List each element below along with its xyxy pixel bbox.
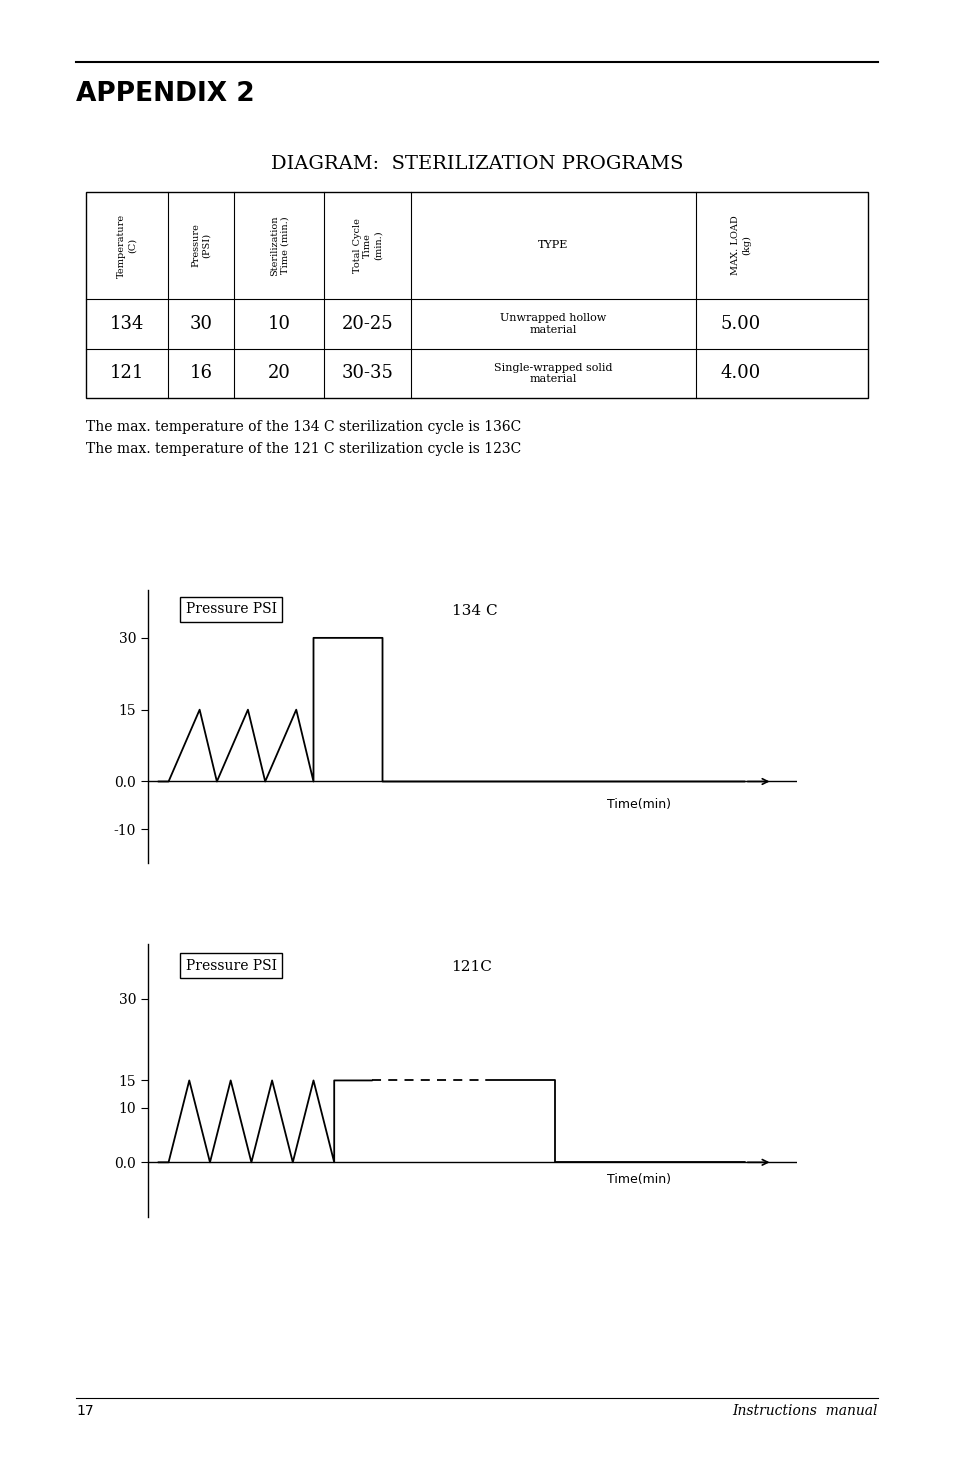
Text: 20-25: 20-25 [341, 314, 393, 333]
Text: Instructions  manual: Instructions manual [731, 1404, 877, 1417]
Text: Temperature
(C): Temperature (C) [117, 214, 136, 277]
Text: 121: 121 [110, 364, 144, 382]
Text: MAX. LOAD
(kg): MAX. LOAD (kg) [731, 215, 750, 276]
Text: Pressure
(PSI): Pressure (PSI) [192, 224, 211, 267]
Text: 30-35: 30-35 [341, 364, 393, 382]
Text: 121C: 121C [451, 960, 492, 975]
Text: 10: 10 [268, 314, 291, 333]
Text: 4.00: 4.00 [720, 364, 760, 382]
Text: Time(min): Time(min) [606, 798, 670, 811]
Text: Total Cycle
Time
(min.): Total Cycle Time (min.) [353, 218, 382, 273]
Text: Time(min): Time(min) [606, 1173, 670, 1186]
Text: TYPE: TYPE [537, 240, 568, 251]
Text: APPENDIX 2: APPENDIX 2 [76, 81, 254, 108]
Text: 16: 16 [190, 364, 213, 382]
Text: DIAGRAM:  STERILIZATION PROGRAMS: DIAGRAM: STERILIZATION PROGRAMS [271, 155, 682, 173]
Text: 5.00: 5.00 [720, 314, 760, 333]
Text: 17: 17 [76, 1404, 93, 1417]
Text: Single-wrapped solid
material: Single-wrapped solid material [494, 363, 612, 385]
Text: The max. temperature of the 134 C sterilization cycle is 136C
The max. temperatu: The max. temperature of the 134 C steril… [86, 420, 520, 456]
Text: Pressure PSI: Pressure PSI [186, 602, 276, 617]
Text: Unwrapped hollow
material: Unwrapped hollow material [499, 313, 606, 335]
Text: 134 C: 134 C [451, 605, 497, 618]
Text: 20: 20 [268, 364, 291, 382]
Text: Sterilization
Time (min.): Sterilization Time (min.) [270, 215, 289, 276]
Text: 134: 134 [110, 314, 144, 333]
Text: Pressure PSI: Pressure PSI [186, 959, 276, 974]
Text: 30: 30 [190, 314, 213, 333]
